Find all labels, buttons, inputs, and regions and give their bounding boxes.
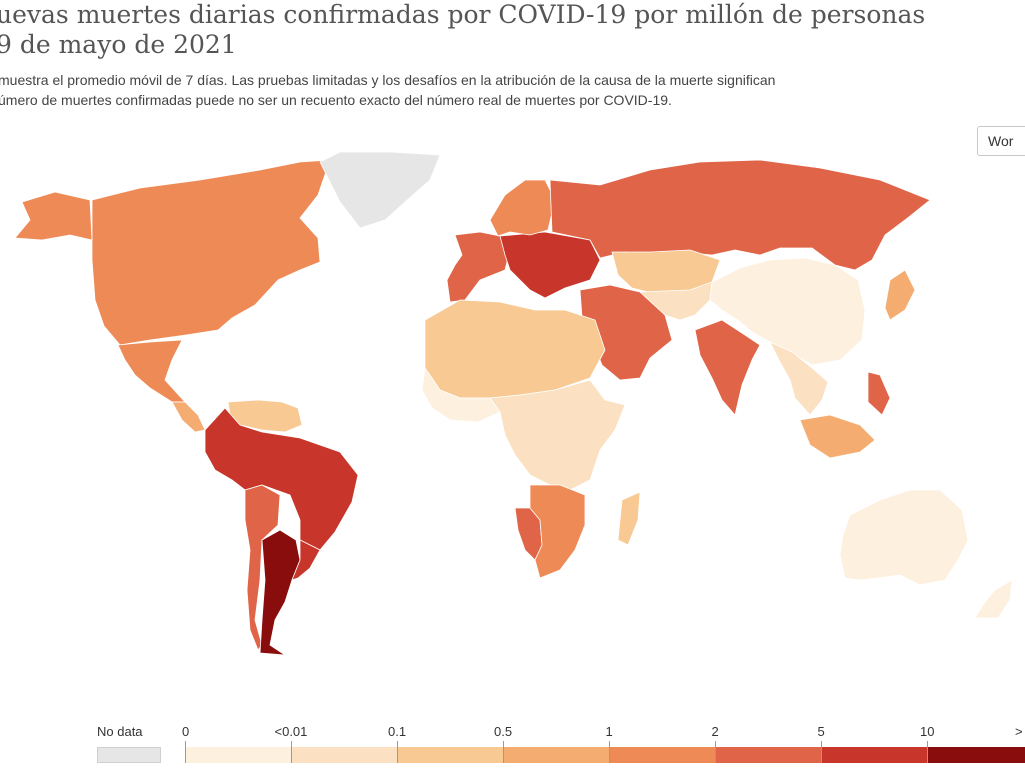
title-line-2: 9 de mayo de 2021 [0, 30, 237, 59]
legend-tick [715, 741, 716, 763]
legend-threshold-label: 5 [817, 724, 825, 739]
map-subtitle: muestra el promedio móvil de 7 días. Las… [0, 70, 775, 110]
legend-bin[interactable] [715, 747, 821, 763]
legend-tick [821, 741, 822, 763]
region-indonesia[interactable] [799, 414, 876, 459]
region-mexico[interactable] [117, 339, 186, 403]
region-madagascar[interactable] [617, 491, 641, 546]
legend-tick [291, 741, 292, 763]
region-central-asia[interactable] [639, 281, 713, 321]
legend-threshold-label: 0 [182, 724, 190, 739]
legend-bin[interactable] [291, 747, 397, 763]
region-alaska[interactable] [14, 191, 93, 241]
region-select-label: Wor [988, 133, 1014, 149]
region-greenland[interactable] [319, 151, 441, 229]
legend-no-data-swatch [97, 747, 161, 763]
region-india[interactable] [694, 319, 761, 416]
legend-bin[interactable] [397, 747, 503, 763]
legend-threshold-label: 10 [920, 724, 935, 739]
legend-tick [185, 741, 186, 763]
map-legend: No data 0 <0.01 0.1 0.5 1 2 5 10 > [0, 722, 1025, 768]
legend-threshold-label: 2 [711, 724, 719, 739]
region-canada-usa[interactable] [91, 159, 331, 346]
world-map [14, 151, 1013, 656]
map-title: uevas muertes diarias confirmadas por CO… [0, 0, 925, 60]
region-scandinavia[interactable] [489, 179, 556, 237]
region-central-eastern-europe[interactable] [499, 231, 601, 299]
region-new-zealand[interactable] [974, 579, 1013, 619]
region-uruguay[interactable] [291, 539, 321, 581]
legend-no-data-label: No data [97, 724, 143, 739]
region-central-east-africa[interactable] [489, 379, 626, 491]
region-western-europe[interactable] [446, 231, 511, 303]
legend-threshold-label: > [1015, 724, 1023, 739]
region-west-africa[interactable] [421, 367, 501, 423]
title-line-1: uevas muertes diarias confirmadas por CO… [0, 0, 926, 29]
legend-bin[interactable] [503, 747, 609, 763]
legend-bin[interactable] [185, 747, 291, 763]
legend-bin[interactable] [927, 747, 1025, 763]
legend-threshold-label: 1 [605, 724, 613, 739]
legend-threshold-label: 0.1 [388, 724, 407, 739]
legend-threshold-label: 0.5 [494, 724, 513, 739]
region-philippines[interactable] [867, 371, 891, 416]
legend-threshold-label: <0.01 [274, 724, 308, 739]
legend-bin[interactable] [609, 747, 715, 763]
region-russia[interactable] [549, 159, 931, 271]
legend-tick [927, 741, 928, 763]
region-central-america[interactable] [171, 401, 206, 433]
region-japan[interactable] [884, 269, 916, 321]
region-select-button[interactable]: Wor [977, 126, 1025, 156]
legend-tick [609, 741, 610, 763]
region-mongolia-china[interactable] [709, 257, 866, 366]
legend-bin[interactable] [821, 747, 927, 763]
legend-tick [397, 741, 398, 763]
subtitle-line-2: úmero de muertes confirmadas puede no se… [0, 92, 672, 108]
subtitle-line-1: muestra el promedio móvil de 7 días. Las… [0, 72, 776, 88]
region-southeast-asia[interactable] [769, 341, 829, 416]
legend-tick [503, 741, 504, 763]
region-bolivia-chile[interactable] [244, 484, 281, 651]
region-paraguay-argentina[interactable] [259, 529, 301, 656]
region-australia[interactable] [839, 489, 969, 586]
region-southern-africa[interactable] [529, 484, 586, 579]
